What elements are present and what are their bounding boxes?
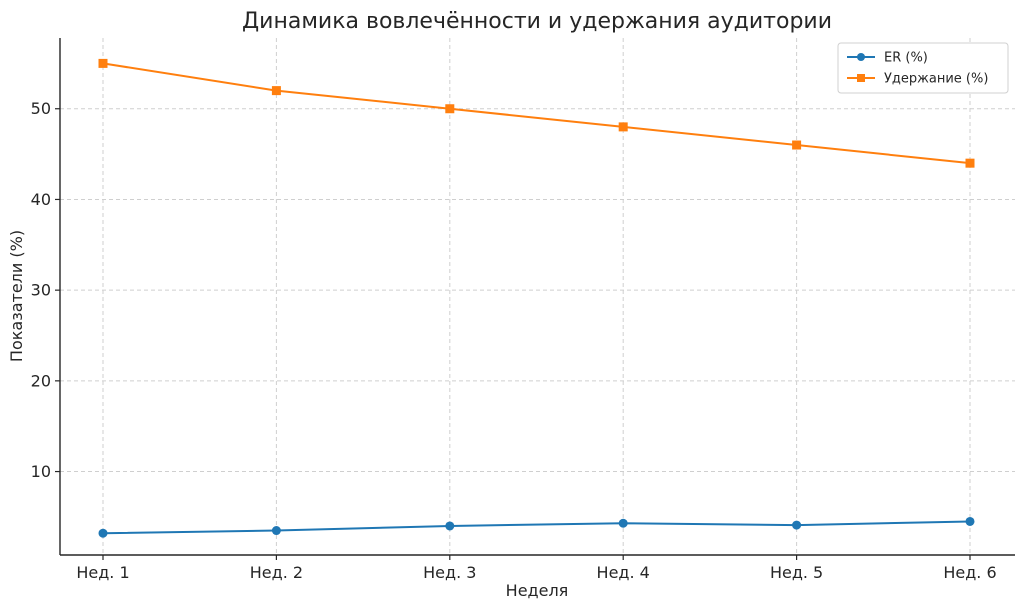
series-line [102, 520, 971, 535]
x-tick-label: Нед. 4 [597, 563, 650, 582]
legend-item: Удержание (%) [847, 72, 988, 87]
x-tick-label: Нед. 3 [423, 563, 476, 582]
legend-label: Удержание (%) [884, 72, 988, 87]
axes [59, 38, 1015, 556]
x-tick-label: Нед. 1 [76, 563, 129, 582]
data-point [792, 140, 802, 150]
legend-box [837, 42, 1009, 94]
series-1 [98, 516, 975, 538]
data-point [271, 86, 281, 96]
y-tick-label: 20 [31, 371, 51, 390]
x-axis-label: Неделя [506, 581, 569, 600]
series-2 [98, 58, 975, 168]
data-point [618, 518, 628, 528]
data-point [98, 58, 108, 68]
y-tick-label: 40 [31, 190, 51, 209]
data-point [445, 104, 455, 114]
data-point [98, 528, 108, 538]
data-point [445, 521, 455, 531]
x-tick-label: Нед. 2 [250, 563, 303, 582]
grid-lines [60, 38, 1015, 555]
y-tick-label: 10 [31, 462, 51, 481]
data-point [792, 520, 802, 530]
x-tick-label: Нед. 5 [770, 563, 823, 582]
x-tick-label: Нед. 6 [943, 563, 996, 582]
legend: ER (%) Удержание (%) [837, 42, 1009, 94]
y-tick-label: 30 [31, 281, 51, 300]
data-point [965, 516, 975, 526]
series-line [102, 62, 971, 165]
y-axis-label: Показатели (%) [7, 230, 26, 362]
tick-labels: Нед. 1 Нед. 2 Нед. 3 Нед. 4 Нед. 5 Нед. 6 10 20… [31, 99, 997, 582]
series-layer [98, 58, 975, 538]
legend-item: ER (%) [847, 51, 928, 66]
legend-label: ER (%) [884, 51, 928, 66]
legend-marker [857, 53, 865, 61]
legend-marker [857, 74, 865, 82]
data-point [271, 526, 281, 536]
data-point [965, 158, 975, 168]
chart-title: Динамика вовлечённости и удержания аудит… [242, 9, 832, 34]
data-point [618, 122, 628, 132]
y-tick-label: 50 [31, 99, 51, 118]
